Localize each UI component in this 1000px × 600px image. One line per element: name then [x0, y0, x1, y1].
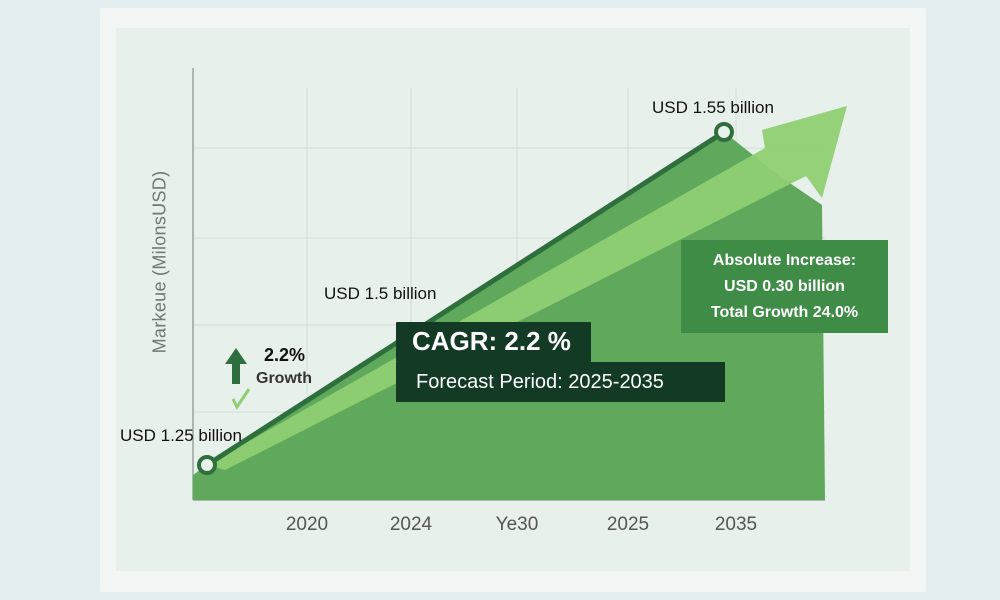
up-arrow-icon: [225, 348, 251, 410]
growth-word: Growth: [256, 370, 312, 387]
x-tick-label: 2020: [285, 514, 329, 535]
y-axis-label: Markeue (MilonsUSD): [149, 170, 170, 354]
check-icon: [231, 388, 251, 410]
data-label-end: USD 1.55 billion: [652, 98, 774, 117]
series-line: [205, 129, 726, 468]
data-label-mid: USD 1.5 billion: [324, 284, 437, 303]
growth-arrow: [207, 106, 847, 470]
data-point-start: [197, 455, 217, 475]
data-point-end: [714, 122, 734, 142]
x-tick-label: Ye30: [495, 514, 539, 535]
cagr-value: CAGR: 2.2 %: [412, 326, 571, 356]
growth-percent: 2.2%: [264, 345, 306, 365]
cagr-box: CAGR: 2.2 %: [396, 322, 591, 362]
data-label-start: USD 1.25 billion: [120, 426, 242, 445]
x-tick-label: 2035: [714, 514, 758, 535]
absolute-increase-box: Absolute Increase: USD 0.30 billion Tota…: [681, 240, 888, 333]
x-tick-label: 2025: [606, 514, 650, 535]
absolute-increase-value: USD 0.30 billion: [724, 278, 845, 295]
total-growth: Total Growth 24.0%: [710, 304, 859, 321]
x-tick-label: 2024: [389, 514, 433, 535]
forecast-period: Forecast Period: 2025-2035: [396, 362, 725, 402]
absolute-increase-title: Absolute Increase:: [712, 252, 857, 269]
